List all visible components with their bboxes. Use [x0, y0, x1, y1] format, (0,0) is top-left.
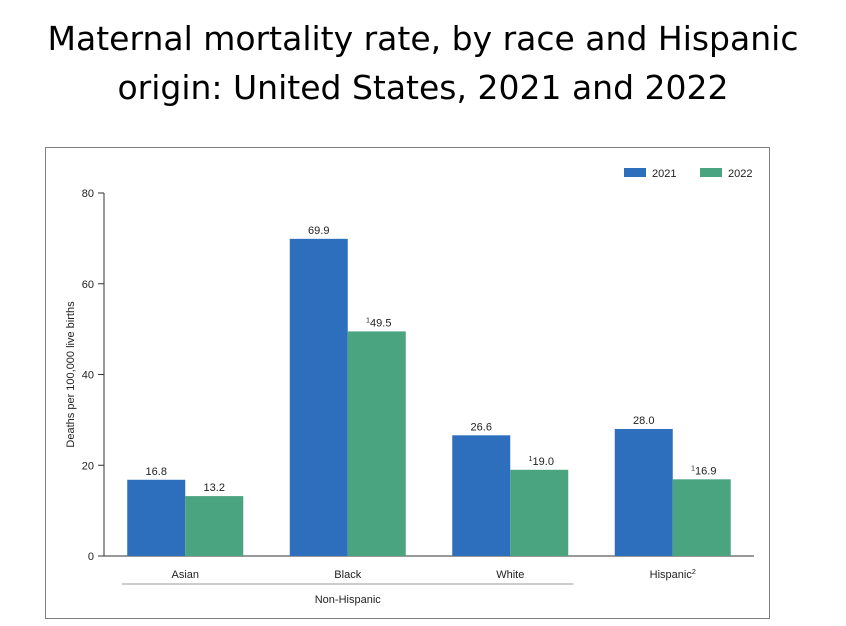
y-tick-label: 20	[82, 460, 94, 472]
group-label: Non-Hispanic	[315, 594, 382, 606]
data-label-2022-asian-text: 13.2	[204, 482, 225, 494]
bar-2021-black	[289, 238, 348, 557]
title-line-1: Maternal mortality rate, by race and His…	[47, 19, 799, 58]
category-label-hispanic-text: Hispanic	[650, 569, 693, 581]
bars	[127, 238, 731, 557]
bar-2022-black	[347, 331, 406, 556]
y-axis-title: Deaths per 100,000 live births	[65, 301, 77, 448]
chart-frame	[45, 147, 770, 619]
data-label-2021-hispanic-text: 28.0	[633, 415, 654, 427]
legend: 2021 2022	[624, 168, 752, 180]
y-tick-label: 0	[88, 551, 94, 563]
data-label-2021-black-text: 69.9	[308, 225, 329, 237]
data-label-2022-black-text: 49.5	[370, 317, 391, 329]
data-label-2022-asian: 13.2	[204, 482, 225, 494]
bar-2021-asian	[127, 479, 186, 556]
data-label-2022-white-text: 19.0	[533, 456, 554, 468]
data-label-2022-hispanic-text: 16.9	[695, 465, 716, 477]
y-tick-label-text: 40	[82, 370, 94, 382]
y-tick-label: 80	[82, 188, 94, 200]
data-label-2021-asian-text: 16.8	[146, 466, 167, 478]
data-label-2022-hispanic: 116.9	[691, 464, 716, 477]
bar-2021-white	[452, 435, 511, 556]
legend-swatch-2022	[700, 168, 722, 177]
data-label-2022-black-superscript: 1	[366, 316, 370, 324]
y-tick-label: 60	[82, 279, 94, 291]
data-label-2022-hispanic-superscript: 1	[691, 464, 695, 472]
legend-label-2022-text: 2022	[728, 168, 752, 180]
y-tick-label-text: 0	[88, 551, 94, 563]
data-label-2022-white: 119.0	[529, 455, 554, 468]
bar-2022-white	[510, 469, 569, 556]
data-label-2021-black: 69.9	[308, 225, 329, 237]
y-tick-label-text: 60	[82, 279, 94, 291]
page-title: Maternal mortality rate, by race and His…	[0, 14, 846, 112]
bar-2022-asian	[185, 496, 244, 556]
legend-label-2022: 2022	[728, 168, 752, 180]
category-label-black: Black	[334, 569, 361, 581]
category-label-black-text: Black	[334, 569, 361, 581]
y-tick-label-text: 80	[82, 188, 94, 200]
axes: 0 20 40 60 80 Deaths per 100,000 live births A…	[65, 188, 754, 606]
data-label-2021-white-text: 26.6	[471, 421, 492, 433]
data-label-2021-hispanic: 28.0	[633, 415, 654, 427]
legend-label-2021: 2021	[652, 168, 676, 180]
title-line-2: origin: United States, 2021 and 2022	[117, 68, 729, 107]
category-label-hispanic-superscript: 2	[692, 568, 696, 576]
category-label-asian-text: Asian	[171, 569, 199, 581]
data-label-2022-white-superscript: 1	[529, 455, 533, 463]
category-label-hispanic: Hispanic2	[650, 568, 696, 581]
data-label-2021-asian: 16.8	[146, 466, 167, 478]
category-label-white: White	[496, 569, 524, 581]
group-label-text: Non-Hispanic	[315, 594, 382, 606]
bar-2022-hispanic	[672, 479, 731, 556]
data-label-2021-white: 26.6	[471, 421, 492, 433]
legend-swatch-2021	[624, 168, 646, 177]
category-label-asian: Asian	[171, 569, 199, 581]
bar-2021-hispanic	[614, 428, 673, 556]
y-tick-label: 40	[82, 370, 94, 382]
category-label-white-text: White	[496, 569, 524, 581]
y-tick-label-text: 20	[82, 460, 94, 472]
legend-label-2021-text: 2021	[652, 168, 676, 180]
data-label-2022-black: 149.5	[366, 316, 391, 329]
